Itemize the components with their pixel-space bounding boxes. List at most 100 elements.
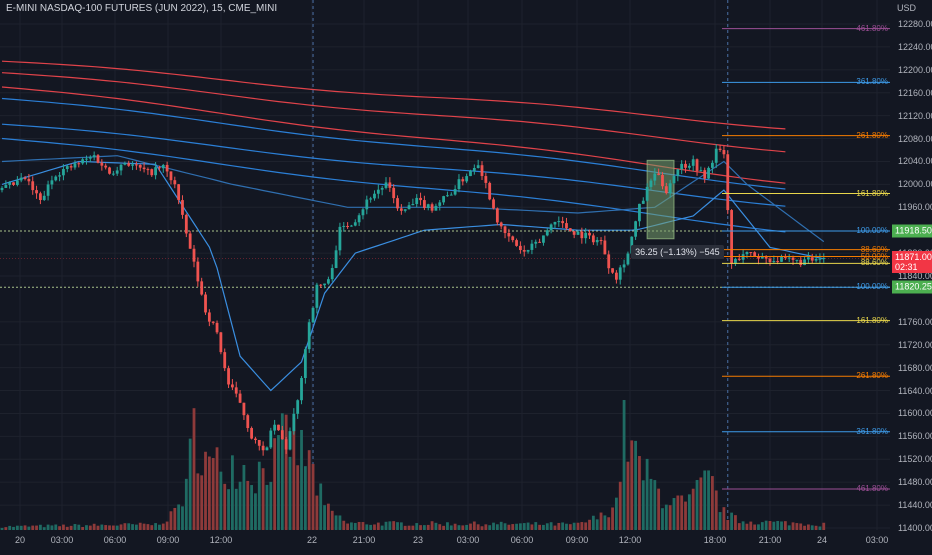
candle-body [503, 226, 507, 233]
candle-body [392, 187, 396, 199]
volume-bar [357, 521, 361, 530]
volume-bar [672, 498, 676, 530]
volume-bar [39, 524, 42, 530]
volume-bar [584, 522, 588, 530]
candle-body [342, 225, 346, 227]
candle-body [85, 158, 88, 160]
volume-bar [522, 523, 526, 530]
volume-bar [69, 525, 73, 530]
volume-bar [630, 440, 634, 530]
candle-body [92, 155, 96, 158]
current-price-value: 11871.00 [895, 252, 932, 263]
price-axis-label: 12080.00 [898, 133, 932, 144]
volume-bar [300, 429, 303, 530]
candle-body [522, 250, 526, 252]
candle-body [822, 258, 826, 260]
volume-bar [81, 527, 85, 530]
volume-bar [749, 521, 753, 530]
volume-bar [607, 517, 611, 530]
time-axis[interactable] [0, 530, 890, 550]
vwap-line [1, 160, 824, 392]
volume-bar [346, 523, 349, 530]
candle-body [545, 230, 549, 236]
volume-bar [238, 481, 242, 530]
candle-body [265, 447, 269, 451]
volume-bar [219, 471, 223, 530]
candle-body [753, 252, 757, 257]
candle-body [814, 258, 818, 261]
volume-bar [772, 521, 776, 530]
volume-bar [396, 522, 399, 530]
volume-bar [618, 481, 622, 530]
candle-body [100, 162, 104, 166]
candle-body [787, 257, 791, 259]
fib-level-label: 161.80% [856, 188, 888, 198]
candle-body [426, 204, 430, 208]
candle-body [296, 400, 300, 414]
volume-bar [280, 413, 284, 530]
volume-bar [722, 507, 726, 530]
volume-bar [753, 524, 757, 530]
candle-body [737, 258, 741, 260]
candle-body [734, 258, 737, 264]
candle-body [353, 222, 357, 226]
candle-body [39, 193, 42, 201]
volume-bar [776, 520, 780, 530]
fib-level-label: 461.80% [856, 23, 888, 33]
candle-body [453, 189, 457, 195]
volume-bar [515, 523, 518, 530]
volume-bar [50, 525, 54, 530]
volume-bar [265, 484, 269, 530]
volume-bar [204, 451, 207, 530]
volume-bar [661, 508, 664, 530]
candle-body [726, 154, 730, 211]
volume-bar [169, 511, 173, 530]
candle-body [680, 163, 684, 170]
candle-body [480, 165, 484, 177]
volume-bar [426, 524, 430, 530]
volume-bar [188, 438, 192, 530]
candle-body [246, 415, 250, 429]
candle-body [138, 164, 142, 168]
candle-body [611, 268, 614, 273]
candle-body [403, 209, 407, 211]
volume-bar [35, 525, 38, 530]
candle-body [303, 349, 307, 379]
vwap-band-line [1, 155, 825, 243]
candle-body [776, 260, 780, 262]
volume-bar [791, 522, 795, 530]
volume-bar [269, 481, 273, 530]
volume-bar [227, 489, 230, 530]
candle-body [181, 200, 184, 215]
price-axis-label: 11640.00 [898, 385, 932, 396]
candle-body [169, 171, 173, 181]
candle-body [88, 157, 92, 159]
volume-bar [611, 507, 614, 530]
volume-bar [461, 525, 465, 530]
volume-bar [557, 522, 561, 530]
candle-body [607, 254, 611, 269]
volume-bar [538, 524, 541, 530]
volume-bar [711, 476, 714, 530]
volume-bar [334, 515, 338, 530]
volume-bar [818, 526, 822, 530]
time-axis-label: 03:00 [865, 535, 889, 545]
volume-bar [350, 522, 353, 530]
symbol-title[interactable]: E-MINI NASDAQ-100 FUTURES (JUN 2022), 15… [6, 3, 278, 14]
volume-bar [588, 519, 591, 530]
volume-bar [108, 525, 111, 530]
volume-bar [361, 522, 365, 530]
time-axis-label: 09:00 [156, 535, 180, 545]
volume-bar [695, 480, 699, 530]
volume-bar [96, 525, 100, 530]
volume-bar [465, 524, 469, 530]
fib-level-label: 361.80% [856, 77, 888, 87]
candle-body [288, 431, 292, 450]
volume-bar [115, 525, 119, 530]
volume-bar [373, 524, 376, 530]
volume-bar [407, 525, 411, 530]
volume-bar [469, 523, 472, 530]
candle-body [373, 193, 376, 199]
